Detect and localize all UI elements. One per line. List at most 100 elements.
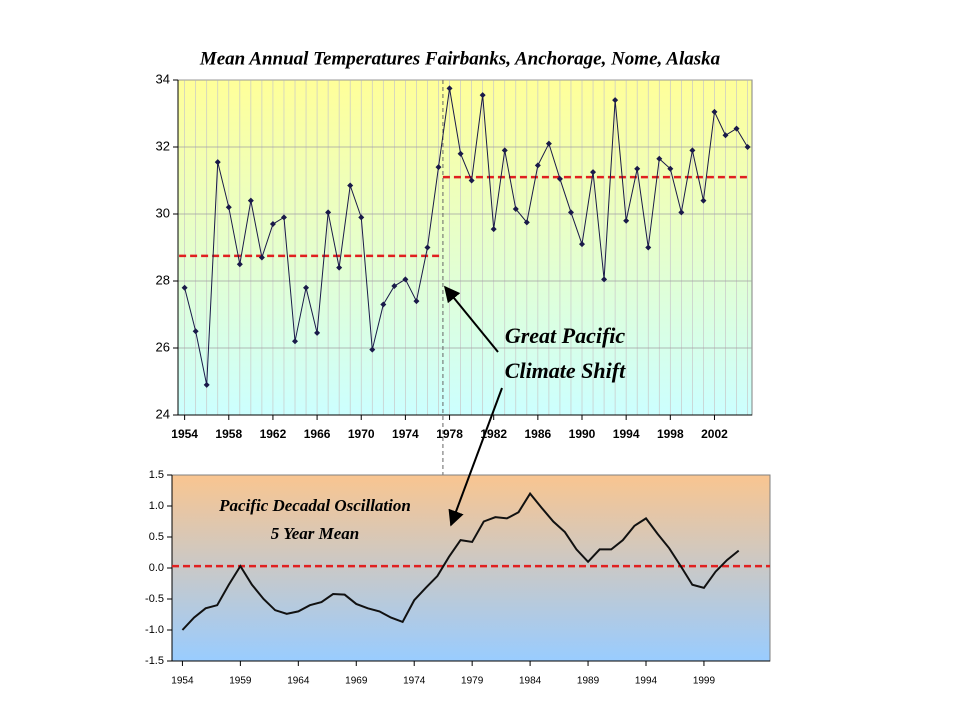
plot-area bbox=[171, 474, 771, 662]
data-point bbox=[347, 182, 354, 189]
y-tick-label: 30 bbox=[156, 205, 170, 220]
data-point bbox=[225, 204, 232, 211]
data-point bbox=[214, 159, 221, 166]
x-tick-label: 1999 bbox=[693, 676, 716, 687]
x-tick-label: 1958 bbox=[215, 427, 242, 441]
y-tick-label: 32 bbox=[156, 138, 170, 153]
data-point bbox=[402, 276, 409, 283]
data-point bbox=[601, 276, 608, 283]
x-tick-label: 1986 bbox=[525, 427, 552, 441]
y-tick-label: 24 bbox=[156, 406, 170, 421]
data-point bbox=[689, 147, 696, 154]
data-point bbox=[479, 92, 486, 99]
data-point bbox=[303, 284, 310, 291]
y-tick-label: -1.5 bbox=[145, 655, 164, 667]
data-point bbox=[435, 164, 442, 171]
data-point bbox=[567, 209, 574, 216]
data-point bbox=[556, 175, 563, 182]
annotation: Great Pacific bbox=[505, 323, 626, 348]
x-tick-label: 1994 bbox=[635, 676, 658, 687]
y-tick-label: 28 bbox=[156, 272, 170, 287]
x-tick-label: 1964 bbox=[287, 676, 310, 687]
data-point bbox=[446, 85, 453, 92]
x-tick-label: 1954 bbox=[171, 427, 198, 441]
data-point bbox=[490, 226, 497, 233]
y-tick-label: 34 bbox=[156, 71, 170, 86]
data-point bbox=[579, 241, 586, 248]
x-tick-label: 1974 bbox=[403, 676, 426, 687]
data-point bbox=[534, 162, 541, 169]
x-tick-label: 1990 bbox=[569, 427, 596, 441]
data-point bbox=[700, 197, 707, 204]
charts: 24 26 28 30 32 34 1954 1958 1962 1966 1970 1974 1978… bbox=[145, 48, 771, 687]
y-tick-label: 1.5 bbox=[149, 469, 164, 481]
y-tick-label: 1.0 bbox=[149, 500, 164, 512]
data-point bbox=[369, 346, 376, 353]
data-line bbox=[184, 88, 749, 385]
annotation-arrow bbox=[448, 387, 503, 527]
data-point bbox=[656, 155, 663, 162]
x-tick-label: 1966 bbox=[304, 427, 331, 441]
x-tick-label: 1969 bbox=[345, 676, 368, 687]
y-tick-label: 0.0 bbox=[149, 562, 164, 574]
data-point bbox=[325, 209, 332, 216]
data-point bbox=[722, 132, 729, 139]
data-line bbox=[181, 491, 740, 631]
data-point bbox=[744, 144, 751, 150]
data-point bbox=[424, 244, 431, 251]
data-point bbox=[501, 147, 508, 154]
data-point bbox=[523, 219, 530, 226]
x-tick-label: 1959 bbox=[229, 676, 252, 687]
data-point bbox=[292, 338, 299, 345]
data-point bbox=[203, 381, 210, 388]
data-point bbox=[667, 165, 674, 172]
x-tick-label: 1954 bbox=[171, 676, 194, 687]
x-tick-label: 1974 bbox=[392, 427, 419, 441]
data-point bbox=[391, 283, 398, 290]
data-point bbox=[192, 328, 199, 335]
data-point bbox=[545, 140, 552, 147]
data-point bbox=[590, 169, 597, 176]
x-tick-label: 1962 bbox=[260, 427, 287, 441]
x-tick-label: 1994 bbox=[613, 427, 640, 441]
chart-subtitle: 5 Year Mean bbox=[271, 524, 359, 543]
x-tick-label: 2002 bbox=[701, 427, 728, 441]
data-point bbox=[269, 221, 276, 228]
x-tick-label: 1978 bbox=[436, 427, 463, 441]
data-point bbox=[733, 125, 740, 132]
data-point bbox=[247, 197, 254, 204]
x-tick-label: 1970 bbox=[348, 427, 375, 441]
x-tick-label: 1998 bbox=[657, 427, 684, 441]
chart-title: Mean Annual Temperatures Fairbanks, Anch… bbox=[199, 48, 721, 69]
y-tick-label: -1.0 bbox=[145, 624, 164, 636]
data-point bbox=[280, 214, 287, 221]
data-point bbox=[258, 254, 265, 261]
data-point bbox=[634, 165, 641, 172]
annotation-arrow bbox=[443, 285, 499, 353]
data-point bbox=[181, 284, 188, 291]
data-point bbox=[457, 150, 464, 157]
annotation: Climate Shift bbox=[505, 358, 626, 383]
data-point bbox=[358, 214, 365, 221]
data-point bbox=[314, 329, 321, 336]
data-point bbox=[413, 298, 420, 305]
plot-area bbox=[177, 79, 753, 416]
x-tick-label: 1989 bbox=[577, 676, 600, 687]
data-point bbox=[645, 244, 652, 251]
data-point bbox=[678, 209, 685, 216]
data-point bbox=[380, 301, 387, 308]
x-tick-label: 1984 bbox=[519, 676, 542, 687]
data-point bbox=[336, 264, 343, 271]
data-point bbox=[512, 205, 519, 212]
y-tick-label: 0.5 bbox=[149, 531, 164, 543]
data-point bbox=[612, 97, 619, 104]
chart-title: Pacific Decadal Oscillation bbox=[218, 496, 411, 515]
data-point bbox=[236, 261, 243, 268]
x-tick-label: 1979 bbox=[461, 676, 484, 687]
data-point bbox=[711, 108, 718, 115]
y-tick-label: -0.5 bbox=[145, 593, 164, 605]
data-point bbox=[468, 177, 475, 184]
data-point bbox=[623, 217, 630, 224]
y-tick-label: 26 bbox=[156, 339, 170, 354]
